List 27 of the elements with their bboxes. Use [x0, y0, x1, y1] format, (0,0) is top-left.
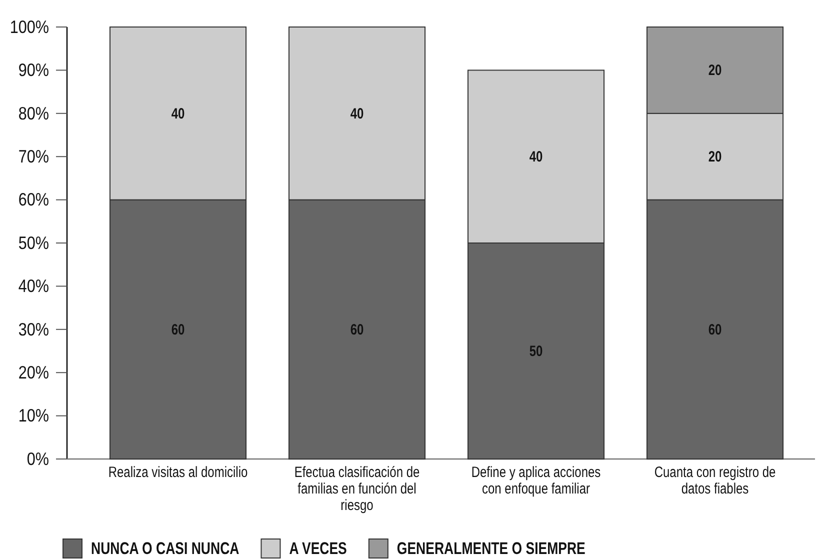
x-tick-label: Efectua clasificación de familias en función del riesgo: [294, 464, 420, 514]
y-tick-label: 50%: [18, 232, 50, 254]
y-tick-label: 80%: [18, 103, 50, 124]
y-tick-label: 60%: [18, 190, 50, 210]
data-label: 40: [529, 148, 543, 165]
y-tick-label: 90%: [18, 60, 50, 80]
y-tick-label: 30%: [18, 319, 50, 340]
data-label: 40: [350, 105, 364, 122]
data-label: 50: [529, 342, 543, 360]
legend-label: A VECES: [289, 540, 347, 558]
x-tick-label: Cuanta con registro de datos fiables: [654, 464, 776, 497]
y-tick-label: 0%: [26, 448, 50, 470]
legend-label: GENERALMENTE O SIEMPRE: [396, 540, 586, 558]
data-label: 40: [171, 105, 185, 122]
y-tick-label: 10%: [18, 406, 50, 426]
data-label: 20: [708, 148, 722, 165]
data-label: 20: [708, 62, 722, 78]
y-tick-label: 100%: [10, 16, 50, 38]
x-tick-label: Define y aplica acciones con enfoque familiar: [471, 464, 601, 497]
data-label: 60: [171, 321, 185, 338]
data-label: 60: [708, 321, 722, 338]
data-label: 60: [350, 321, 364, 338]
y-tick-label: 40%: [18, 276, 50, 296]
x-tick-label: Realiza visitas al domicilio: [108, 464, 248, 480]
y-tick-label: 20%: [18, 362, 50, 383]
y-tick-label: 70%: [18, 146, 50, 167]
legend-label: NUNCA O CASI NUNCA: [91, 540, 240, 558]
